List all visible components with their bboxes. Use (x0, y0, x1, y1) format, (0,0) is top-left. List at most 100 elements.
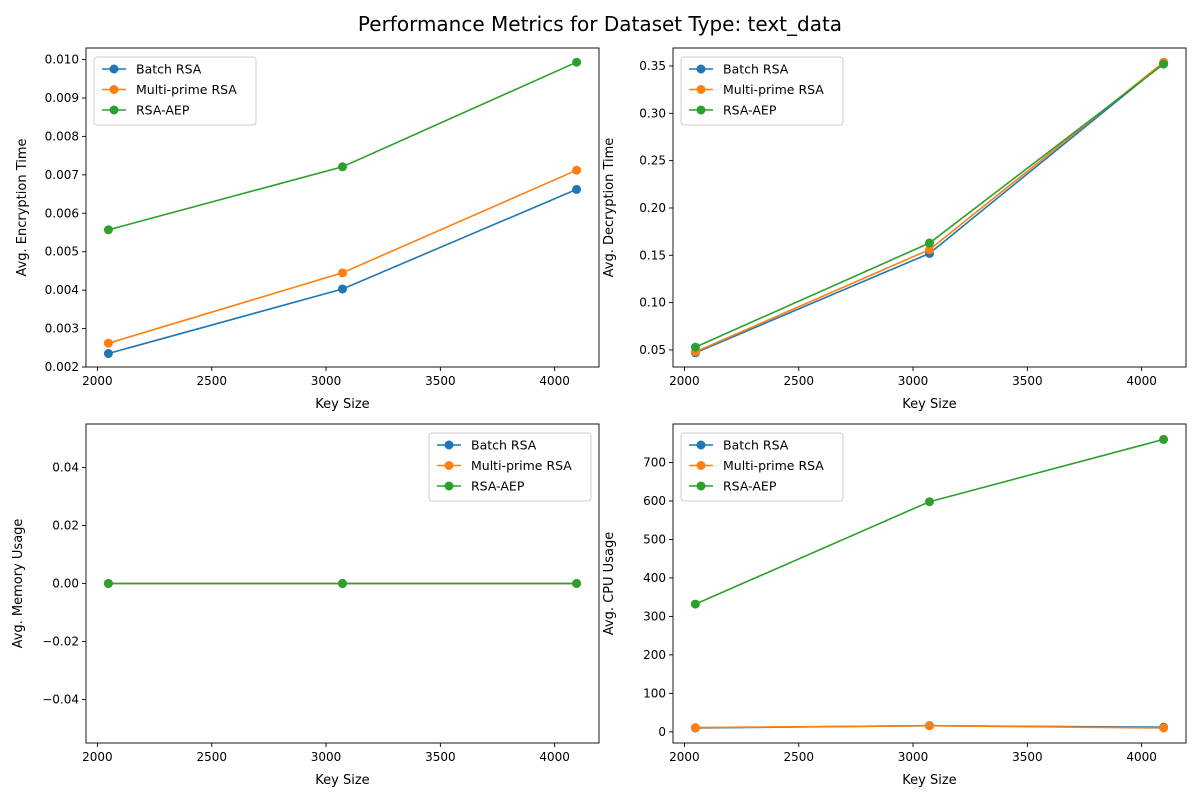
data-point (338, 268, 347, 278)
legend-marker (696, 481, 706, 491)
data-point (572, 579, 582, 588)
x-tick-label: 3000 (898, 750, 929, 764)
subplot-2: 2000 2500 3000 3500 4000 0.05 0.10 0.15 0.20 0.25… (602, 47, 1187, 412)
x-tick-label: 2500 (783, 374, 814, 388)
y-tick-label: −0.04 (42, 693, 79, 707)
legend-label: RSA-AEP (471, 479, 525, 494)
x-tick-label: 2500 (196, 374, 227, 388)
legend-marker (109, 105, 119, 115)
y-tick-label: 600 (643, 494, 666, 508)
figure-title: Performance Metrics for Dataset Type: te… (357, 12, 843, 36)
x-tick-label: 2000 (82, 750, 113, 764)
x-tick-label: 4000 (1126, 374, 1157, 388)
legend-box (680, 432, 844, 502)
subplot-3: 2000 2500 3000 3500 4000 −0.04 −0.02 0.00 0.02 0.… (11, 423, 600, 788)
legend-label: Batch RSA (723, 438, 789, 453)
x-tick-label: 4000 (539, 374, 570, 388)
y-tick-label: 400 (643, 571, 666, 585)
legend-label: Multi-prime RSA (723, 458, 824, 473)
legend: Batch RSA Multi-prime RSA RSA-AEP (428, 432, 592, 502)
y-tick-label: 0.35 (639, 59, 666, 73)
data-point (1159, 723, 1169, 733)
data-point (572, 184, 582, 194)
y-axis-label: Avg. Encryption Time (15, 138, 30, 276)
x-axis-label: Key Size (902, 397, 956, 412)
y-tick-label: 200 (643, 648, 666, 662)
legend-marker (444, 440, 454, 450)
x-tick-label: 4000 (539, 750, 570, 764)
legend-marker (696, 105, 706, 115)
legend-label: RSA-AEP (723, 479, 777, 494)
y-tick-label: 0.005 (45, 245, 79, 259)
data-point (103, 225, 113, 235)
legend-marker (696, 440, 706, 450)
y-tick-label: 100 (643, 686, 666, 700)
y-tick-label: 0.007 (45, 168, 79, 182)
y-tick-label: 0.04 (52, 461, 79, 475)
x-tick-label: 3000 (311, 374, 342, 388)
data-point (103, 349, 113, 359)
x-tick-label: 2500 (196, 750, 227, 764)
data-point (1159, 59, 1169, 69)
x-tick-label: 2000 (669, 750, 700, 764)
y-tick-label: 300 (643, 609, 666, 623)
legend-box (93, 56, 257, 126)
axes-frame (672, 423, 1187, 744)
y-axis-label: Avg. Decryption Time (602, 138, 617, 278)
data-point (338, 284, 347, 294)
subplot-1: 2000 2500 3000 3500 4000 0.002 0.003 0.004 0.005… (15, 47, 600, 412)
axes-frame (672, 47, 1187, 368)
y-tick-label: 0.02 (52, 519, 79, 533)
data-point (103, 338, 113, 348)
x-axis-label: Key Size (315, 397, 369, 412)
legend-marker (444, 481, 454, 491)
x-tick-label: 2500 (783, 750, 814, 764)
legend-box (428, 432, 592, 502)
y-tick-label: 0.009 (45, 91, 79, 105)
legend-label: Multi-prime RSA (723, 82, 824, 97)
data-point (690, 342, 700, 352)
y-tick-label: 0.004 (45, 283, 79, 297)
legend-label: Multi-prime RSA (471, 458, 572, 473)
legend-label: Batch RSA (723, 62, 789, 77)
y-tick-label: 0.10 (639, 296, 666, 310)
x-axis-label: Key Size (902, 773, 956, 788)
y-tick-label: 0.008 (45, 129, 79, 143)
data-point (572, 165, 582, 175)
y-tick-label: 0.003 (45, 322, 79, 336)
legend-box (680, 56, 844, 126)
legend-marker (696, 64, 706, 74)
y-tick-label: 0.30 (639, 106, 666, 120)
x-tick-label: 3500 (1012, 750, 1043, 764)
subplot-4: 2000 2500 3000 3500 4000 0 100 200 300 400 500 600 7… (602, 423, 1187, 788)
x-tick-label: 3000 (311, 750, 342, 764)
legend-label: Multi-prime RSA (136, 82, 237, 97)
legend-marker (696, 461, 706, 470)
y-tick-label: 0.25 (639, 154, 666, 168)
legend: Batch RSA Multi-prime RSA RSA-AEP (680, 432, 844, 502)
legend-marker (696, 85, 706, 94)
legend-label: Batch RSA (471, 438, 537, 453)
data-point (690, 599, 700, 609)
y-axis-label: Avg. CPU Usage (602, 532, 617, 635)
y-tick-label: −0.02 (42, 635, 79, 649)
y-tick-label: 0.006 (45, 206, 79, 220)
data-point (338, 579, 347, 588)
x-tick-label: 3000 (898, 374, 929, 388)
x-axis-label: Key Size (315, 773, 369, 788)
data-point (690, 723, 700, 733)
data-point (338, 162, 347, 172)
x-tick-label: 3500 (1012, 374, 1043, 388)
y-axis-label: Avg. Memory Usage (11, 519, 26, 649)
legend: Batch RSA Multi-prime RSA RSA-AEP (680, 56, 844, 126)
data-point (103, 579, 113, 588)
axes-frame (85, 47, 600, 368)
y-tick-label: 0.010 (45, 53, 79, 67)
series-line (108, 169, 577, 344)
legend-label: RSA-AEP (136, 103, 190, 118)
y-tick-label: 0.00 (52, 577, 79, 591)
data-point (925, 497, 934, 507)
data-point (925, 238, 934, 248)
